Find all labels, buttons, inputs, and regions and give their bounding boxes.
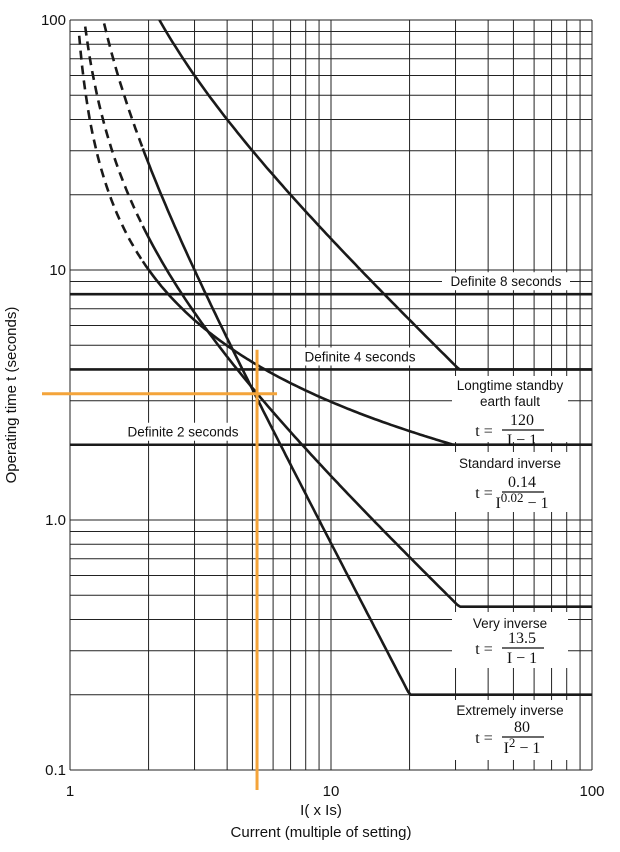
formula-very: t = 13.5 I − 1 [475,630,544,667]
curve-very [141,225,592,609]
curve-extremely [141,147,592,697]
extremely-label: Extremely inverse [456,703,563,718]
very-label-bg [452,612,568,668]
y-tick-label: 100 [41,12,66,29]
x-tick-labels: 1 10 100 [66,783,605,800]
definite-label: Definite 8 seconds [450,274,561,289]
definite-label: Definite 4 seconds [304,349,415,364]
formula-denominator: I − 1 [507,650,537,667]
formula-numerator: 80 [514,719,530,736]
formula-prefix: t = [475,641,492,658]
standard-label-bg [452,452,568,512]
formula-prefix: t = [475,730,492,747]
y-tick-labels: 0.1 1.0 10 100 [41,12,66,779]
very-label: Very inverse [473,616,547,631]
definite-label: Definite 2 seconds [127,425,238,440]
formula-prefix: t = [475,423,492,440]
x-tick-label: 100 [579,783,604,800]
formula-numerator: 120 [510,412,534,429]
y-tick-label: 10 [49,262,66,279]
formula-numerator: 13.5 [508,630,536,647]
formula-denominator: I2 − 1 [504,735,541,757]
definite-label-bg [301,347,419,366]
longtime-label-bg [452,376,568,442]
x-tick-label: 10 [323,783,340,800]
formula-prefix: t = [475,485,492,502]
y-axis-label: Operating time t (seconds) [3,307,20,484]
operating-point-marker [42,349,278,790]
formula-numerator: 0.14 [508,474,536,491]
definite-label-bg [124,422,242,441]
formula-longtime: t = 120 I − 1 [475,412,544,449]
longtime-label: Longtime standby [457,378,564,393]
x-axis-sublabel: Current (multiple of setting) [231,824,412,841]
curve-standard [141,260,592,447]
formula-denominator: I0.02 − 1 [495,490,548,512]
definite-label-bg [442,272,570,291]
formula-denominator: I − 1 [507,432,537,449]
annotations: Definite 8 seconds Definite 4 seconds Defi… [124,272,570,760]
y-tick-label: 1.0 [45,512,66,529]
curve-extremely-dashed [102,23,145,149]
x-tick-label: 1 [66,783,74,800]
y-tick-label: 0.1 [45,762,66,779]
curve-longtime [158,19,592,371]
inverse-curves [77,19,592,697]
curve-standard-dashed [77,35,144,263]
x-axis-label: I( x Is) [300,802,342,819]
extremely-label-bg [452,700,568,760]
standard-label: Standard inverse [459,456,561,471]
longtime-label-line2: earth fault [480,394,540,409]
